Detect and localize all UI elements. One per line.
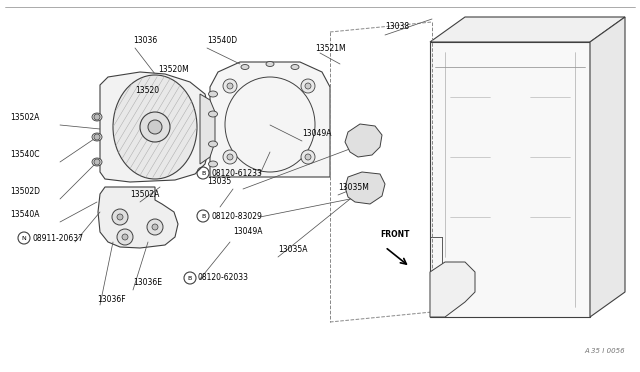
Circle shape	[112, 209, 128, 225]
Circle shape	[117, 229, 133, 245]
Text: 13036E: 13036E	[133, 278, 162, 287]
Ellipse shape	[209, 91, 218, 97]
Circle shape	[94, 134, 100, 140]
Text: A 35 I 0056: A 35 I 0056	[584, 348, 625, 354]
Polygon shape	[210, 62, 330, 177]
Ellipse shape	[266, 61, 274, 67]
Text: B: B	[201, 170, 205, 176]
Polygon shape	[345, 172, 385, 204]
Text: 13036: 13036	[133, 36, 157, 45]
Circle shape	[94, 159, 100, 165]
Text: 13502D: 13502D	[10, 187, 40, 196]
Circle shape	[152, 224, 158, 230]
Text: 08911-20637: 08911-20637	[32, 234, 83, 243]
Ellipse shape	[92, 158, 102, 166]
Ellipse shape	[209, 161, 218, 167]
Polygon shape	[98, 187, 178, 248]
Ellipse shape	[241, 64, 249, 70]
Polygon shape	[200, 94, 215, 164]
Circle shape	[301, 79, 315, 93]
Ellipse shape	[113, 75, 197, 179]
Text: 13036F: 13036F	[97, 295, 125, 304]
Text: 13540D: 13540D	[207, 36, 237, 45]
Circle shape	[147, 219, 163, 235]
Circle shape	[227, 154, 233, 160]
Polygon shape	[430, 42, 590, 317]
Circle shape	[227, 83, 233, 89]
Text: 13502A: 13502A	[10, 113, 40, 122]
Text: 13502A: 13502A	[130, 190, 159, 199]
Text: B: B	[201, 214, 205, 218]
Text: 13540C: 13540C	[10, 150, 40, 159]
Ellipse shape	[92, 133, 102, 141]
Circle shape	[148, 120, 162, 134]
Text: N: N	[22, 235, 26, 241]
Ellipse shape	[291, 64, 299, 70]
Text: 13035A: 13035A	[278, 245, 307, 254]
Text: 13521M: 13521M	[315, 44, 346, 53]
Text: 13035: 13035	[207, 177, 231, 186]
Ellipse shape	[92, 113, 102, 121]
Polygon shape	[345, 124, 382, 157]
Ellipse shape	[209, 111, 218, 117]
Text: 08120-61233: 08120-61233	[211, 169, 262, 177]
Circle shape	[305, 154, 311, 160]
Circle shape	[117, 214, 123, 220]
Text: 08120-83029: 08120-83029	[211, 212, 262, 221]
Polygon shape	[430, 262, 475, 317]
Text: B: B	[188, 276, 192, 280]
Polygon shape	[590, 17, 625, 317]
Text: FRONT: FRONT	[380, 230, 410, 239]
Text: 13049A: 13049A	[302, 129, 332, 138]
Text: 13035M: 13035M	[338, 183, 369, 192]
Circle shape	[140, 112, 170, 142]
Circle shape	[94, 114, 100, 120]
Text: 13520: 13520	[135, 86, 159, 95]
Circle shape	[122, 234, 128, 240]
Text: 08120-62033: 08120-62033	[198, 273, 249, 282]
Text: 13520M: 13520M	[158, 65, 189, 74]
Text: 13038: 13038	[385, 22, 409, 31]
Text: 13540A: 13540A	[10, 210, 40, 219]
Circle shape	[223, 150, 237, 164]
Ellipse shape	[209, 141, 218, 147]
Polygon shape	[100, 72, 208, 182]
Text: 13049A: 13049A	[233, 227, 262, 236]
Circle shape	[305, 83, 311, 89]
Polygon shape	[430, 17, 625, 42]
Circle shape	[223, 79, 237, 93]
Circle shape	[301, 150, 315, 164]
